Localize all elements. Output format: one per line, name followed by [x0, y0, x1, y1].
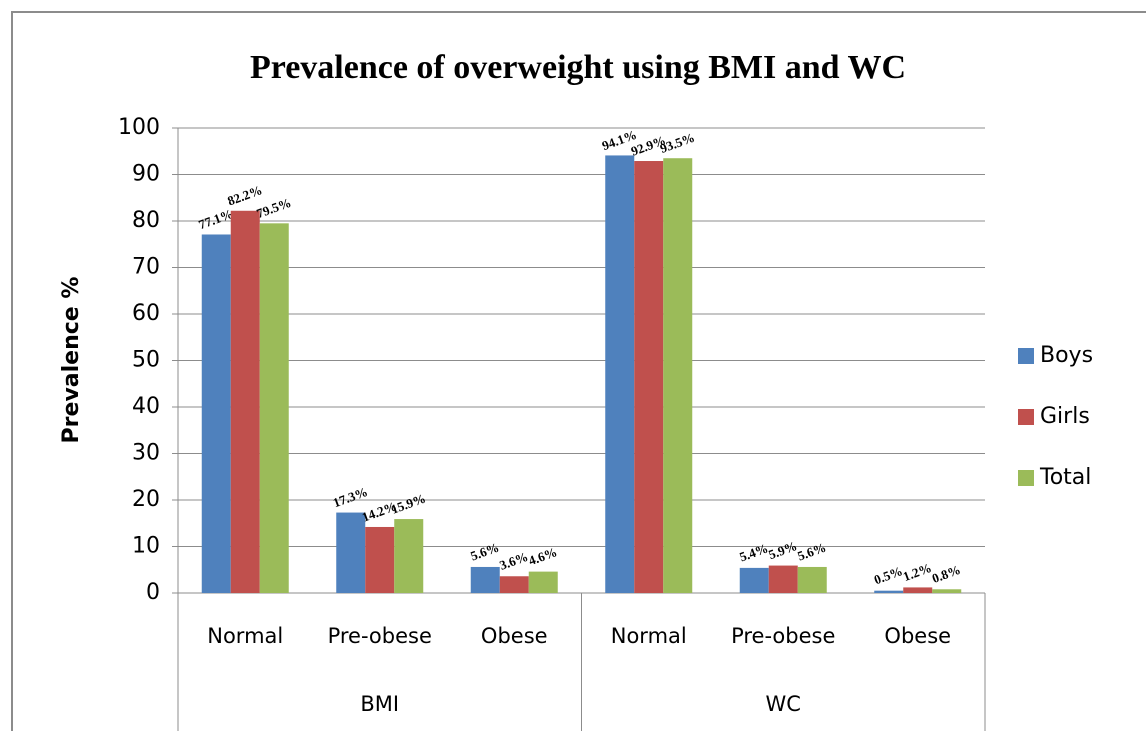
legend-label: Total: [1039, 465, 1091, 490]
x-tick-label: Normal: [207, 624, 283, 648]
bar: [605, 155, 635, 593]
y-tick-label: 90: [132, 162, 160, 187]
group-label: WC: [766, 692, 801, 716]
bar: [634, 161, 664, 593]
y-tick-label: 80: [132, 208, 160, 233]
y-tick-label: 40: [132, 394, 160, 419]
legend-swatch: [1018, 409, 1034, 425]
legend-swatch: [1018, 470, 1034, 486]
chart-title: Prevalence of overweight using BMI and W…: [250, 49, 906, 86]
legend-label: Boys: [1040, 343, 1093, 368]
x-tick-label: Normal: [611, 624, 687, 648]
bar: [932, 589, 962, 593]
bar: [470, 566, 500, 593]
bar: [499, 576, 529, 593]
legend-label: Girls: [1040, 404, 1090, 429]
bar: [230, 210, 260, 593]
x-tick-label: Obese: [481, 624, 548, 648]
bar: [201, 234, 231, 594]
bar: [336, 512, 366, 593]
chart-frame: [11, 11, 1146, 731]
bar: [903, 587, 933, 593]
bar: [663, 158, 693, 593]
x-tick-label: Pre-obese: [328, 624, 432, 648]
x-tick-label: Pre-obese: [731, 624, 835, 648]
bar: [365, 526, 395, 593]
bar: [739, 567, 769, 593]
y-tick-label: 20: [132, 487, 160, 512]
y-tick-label: 30: [132, 441, 160, 466]
y-tick-label: 60: [132, 301, 160, 326]
y-tick-label: 50: [132, 348, 160, 373]
y-tick-label: 0: [146, 580, 160, 605]
bar: [874, 590, 904, 593]
bar: [768, 565, 798, 593]
bar: [797, 566, 827, 593]
bar: [259, 223, 289, 593]
y-tick-label: 10: [132, 534, 160, 559]
y-tick-label: 70: [132, 255, 160, 280]
legend-swatch: [1018, 348, 1034, 364]
y-tick-label: 100: [118, 115, 160, 140]
y-axis-label: Prevalence %: [59, 277, 84, 444]
bar: [394, 519, 424, 593]
bar: [528, 571, 558, 593]
group-label: BMI: [360, 692, 399, 716]
x-tick-label: Obese: [884, 624, 951, 648]
